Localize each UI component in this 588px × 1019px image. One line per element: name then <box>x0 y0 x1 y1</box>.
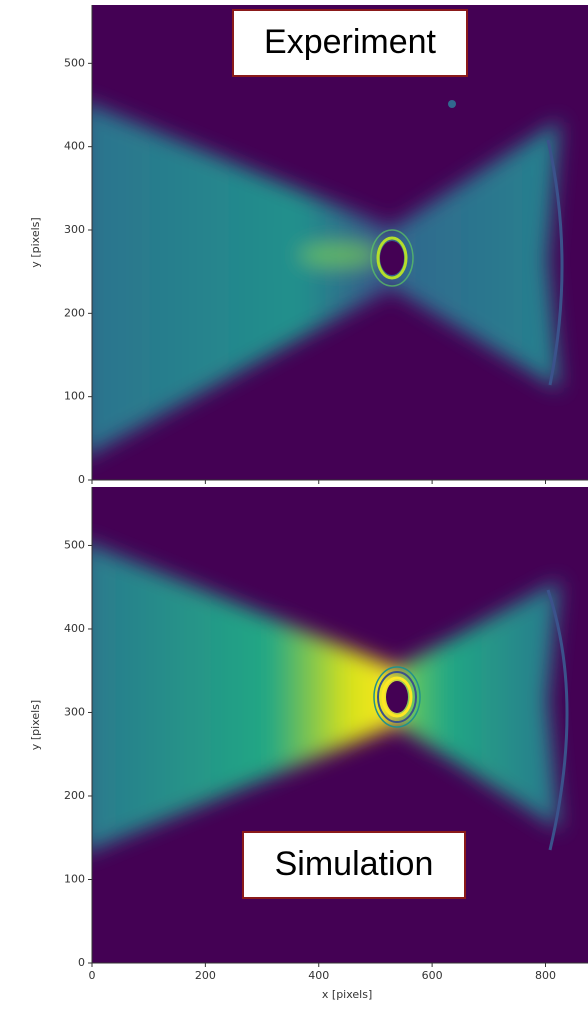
y-tick-label: 0 <box>78 473 85 486</box>
x-tick-label: 200 <box>195 969 216 982</box>
y-tick-label: 400 <box>64 622 85 635</box>
x-tick-label: 400 <box>308 969 329 982</box>
x-tick-label: 600 <box>422 969 443 982</box>
x-axis-label: x [pixels] <box>322 988 372 1001</box>
y-tick-label: 500 <box>64 56 85 69</box>
y-tick-label: 300 <box>64 705 85 718</box>
y-tick-label: 300 <box>64 223 85 236</box>
heatmap-image <box>92 5 588 480</box>
y-tick-label: 400 <box>64 140 85 153</box>
y-tick-label: 100 <box>64 872 85 885</box>
y-axis-label: y [pixels] <box>29 700 42 750</box>
y-tick-label: 200 <box>64 306 85 319</box>
y-tick-label: 0 <box>78 956 85 969</box>
annotation-box: Simulation <box>242 831 466 899</box>
annotation: Simulation <box>275 845 434 883</box>
y-tick-label: 200 <box>64 789 85 802</box>
x-tick-label: 0 <box>89 969 96 982</box>
y-tick-label: 100 <box>64 390 85 403</box>
annotation-box: Experiment <box>232 9 468 77</box>
y-axis-label: y [pixels] <box>29 217 42 267</box>
x-tick-label: 800 <box>535 969 556 982</box>
y-tick-label: 500 <box>64 538 85 551</box>
annotation: Experiment <box>264 23 437 61</box>
